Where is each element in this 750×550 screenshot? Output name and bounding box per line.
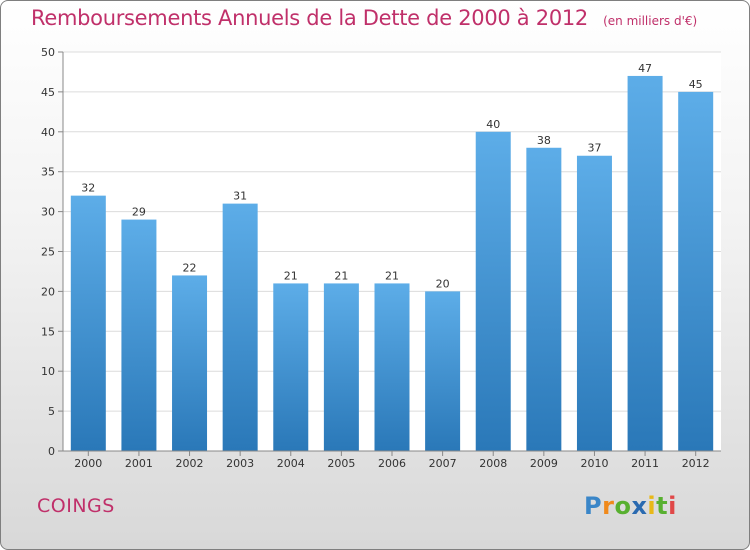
bar-value-label: 47: [638, 62, 652, 75]
bar-value-label: 20: [436, 277, 450, 290]
x-tick-label: 2003: [226, 457, 254, 470]
x-tick-label: 2008: [479, 457, 507, 470]
y-tick-label: 45: [41, 86, 55, 99]
y-tick-label: 0: [48, 445, 55, 458]
x-tick-label: 2006: [378, 457, 406, 470]
bar-value-label: 37: [587, 142, 601, 155]
x-tick-label: 2009: [530, 457, 558, 470]
y-tick-label: 50: [41, 46, 55, 59]
x-tick-label: 2000: [74, 457, 102, 470]
bar-value-label: 21: [385, 269, 399, 282]
bar-value-label: 22: [183, 261, 197, 274]
y-tick-label: 20: [41, 285, 55, 298]
x-tick-label: 2002: [176, 457, 204, 470]
logo-letter: P: [584, 492, 603, 520]
bar-value-label: 29: [132, 206, 146, 219]
x-tick-label: 2004: [277, 457, 305, 470]
bar: [627, 75, 663, 451]
y-tick-label: 30: [41, 206, 55, 219]
x-tick-label: 2010: [580, 457, 608, 470]
bar-value-label: 21: [284, 269, 298, 282]
logo-letter: t: [656, 492, 669, 520]
y-tick-label: 25: [41, 246, 55, 259]
bar: [172, 275, 208, 451]
y-tick-label: 40: [41, 126, 55, 139]
bar: [425, 291, 461, 451]
x-tick-label: 2007: [429, 457, 457, 470]
y-tick-label: 15: [41, 325, 55, 338]
logo-letter: i: [668, 492, 677, 520]
bar: [323, 283, 359, 451]
y-tick-label: 10: [41, 365, 55, 378]
bar: [70, 195, 106, 451]
bar: [222, 203, 258, 451]
bar-value-label: 40: [486, 118, 500, 131]
x-tick-label: 2012: [682, 457, 710, 470]
y-tick-label: 35: [41, 166, 55, 179]
bar-value-label: 21: [334, 269, 348, 282]
x-tick-label: 2005: [327, 457, 355, 470]
x-tick-label: 2011: [631, 457, 659, 470]
chart-subtitle: (en milliers d'€): [603, 14, 698, 28]
bar-value-label: 32: [81, 182, 95, 195]
x-tick-label: 2001: [125, 457, 153, 470]
bar-value-label: 31: [233, 190, 247, 203]
bar: [374, 283, 410, 451]
logo-letter: i: [647, 492, 657, 520]
bar: [678, 91, 714, 452]
bar: [475, 131, 511, 452]
logo-letter: x: [631, 492, 648, 520]
y-tick-label: 5: [48, 405, 55, 418]
bar-value-label: 45: [689, 78, 703, 91]
bar: [121, 219, 157, 451]
proxiti-logo[interactable]: Proxiti: [584, 492, 677, 520]
bar-value-label: 38: [537, 134, 551, 147]
bar: [526, 147, 562, 451]
commune-name: COINGS: [37, 495, 115, 517]
logo-letter: o: [614, 492, 632, 520]
bar: [273, 283, 309, 451]
title-row: Remboursements Annuels de la Dette de 20…: [31, 6, 697, 30]
bar: [576, 155, 612, 452]
chart-title: Remboursements Annuels de la Dette de 20…: [31, 6, 588, 30]
logo-letter: r: [602, 492, 615, 520]
